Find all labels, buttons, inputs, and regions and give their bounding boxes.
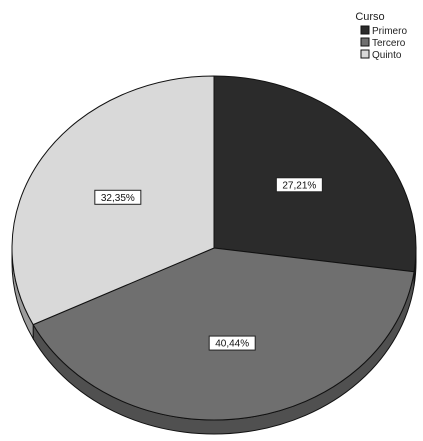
legend-swatch [360,37,370,47]
slice-labels: 27,21% 40,44% 32,35% [94,177,323,351]
legend-swatch [360,49,370,59]
legend-title: Curso [355,11,384,23]
data-label-box [275,177,323,193]
data-label-tercero: 40,44% [208,335,256,351]
data-label-quinto: 32,35% [94,189,142,205]
data-label-box [208,335,256,351]
data-label-text: 40,44% [215,339,249,350]
pie-slice-tercero [32,247,415,421]
legend-label: Quinto [372,50,402,61]
legend-swatch [360,25,370,35]
legend-item-primero: Primero [360,25,407,37]
data-label-text: 27,21% [282,180,316,191]
legend-label: Tercero [372,38,406,49]
pie-slices [11,75,417,435]
data-label-box [94,189,142,205]
data-label-primero: 27,21% [275,177,323,193]
legend-item-quinto: Quinto [360,49,402,61]
data-label-text: 32,35% [101,193,135,204]
pie-slice-primero [213,75,417,273]
legend-item-tercero: Tercero [360,37,406,49]
legend-label: Primero [372,26,407,37]
